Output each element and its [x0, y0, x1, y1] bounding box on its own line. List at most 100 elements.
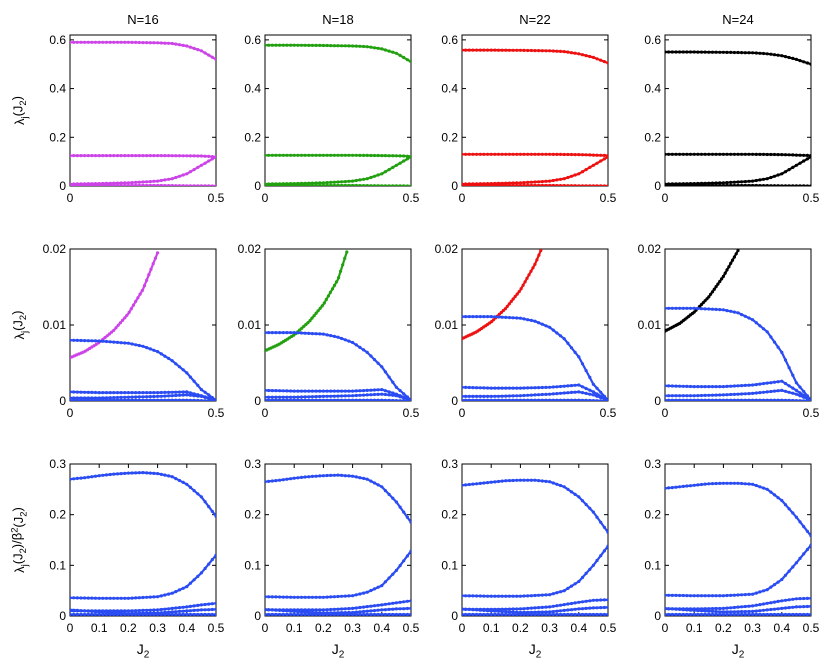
- data-point: [558, 398, 563, 401]
- data-point: [562, 612, 566, 616]
- data-point: [595, 515, 599, 519]
- data-point: [544, 183, 548, 186]
- data-point: [665, 183, 667, 186]
- data-point: [292, 183, 296, 186]
- data-point: [758, 398, 762, 401]
- data-point: [391, 184, 395, 186]
- data-point: [75, 154, 79, 158]
- data-point: [471, 398, 475, 401]
- data-point: [555, 392, 559, 396]
- data-point: [769, 601, 773, 605]
- data-point: [278, 478, 282, 482]
- data-point: [699, 385, 704, 389]
- data-point: [376, 585, 380, 589]
- data-point: [599, 399, 603, 401]
- data-point: [90, 339, 94, 343]
- series-markers-2: [70, 154, 216, 159]
- data-point: [93, 154, 98, 158]
- data-point: [351, 44, 355, 48]
- x-tick-label: 0.5: [403, 406, 420, 420]
- data-point: [765, 398, 769, 401]
- series-markers-2: [462, 152, 608, 158]
- panel-r3-n-24: 00.10.20.30 0.1 0.2 0.3 0.4 0.5J2: [644, 457, 819, 661]
- data-point: [529, 269, 533, 273]
- data-point: [303, 181, 307, 185]
- data-point: [383, 154, 387, 158]
- data-point: [507, 607, 511, 611]
- data-point: [558, 391, 563, 395]
- data-point: [196, 154, 200, 158]
- data-point: [544, 324, 548, 328]
- data-point: [330, 287, 335, 291]
- data-point: [665, 50, 667, 54]
- data-point: [478, 183, 482, 186]
- data-point: [362, 393, 366, 397]
- data-point: [710, 290, 715, 294]
- data-point: [159, 183, 163, 186]
- data-point: [526, 48, 530, 53]
- axes-frame: [461, 463, 609, 617]
- data-point: [515, 316, 519, 320]
- data-point: [548, 385, 552, 389]
- data-point: [747, 609, 751, 614]
- data-point: [310, 183, 314, 186]
- data-point: [398, 612, 402, 616]
- data-point: [699, 482, 704, 487]
- data-point: [489, 612, 493, 616]
- data-point: [776, 599, 780, 604]
- data-point: [467, 398, 471, 401]
- data-point: [332, 394, 336, 398]
- data-point: [383, 608, 387, 612]
- data-point: [163, 612, 167, 616]
- data-point: [533, 152, 537, 156]
- data-point: [499, 310, 503, 314]
- data-point: [667, 50, 671, 54]
- data-point: [332, 183, 336, 186]
- data-point: [405, 154, 409, 158]
- data-point: [310, 389, 314, 393]
- data-point: [274, 331, 278, 335]
- data-point: [511, 398, 515, 401]
- data-point: [79, 183, 83, 186]
- data-point: [743, 314, 747, 318]
- data-point: [794, 57, 799, 62]
- data-point: [332, 612, 336, 616]
- data-point: [464, 607, 468, 611]
- data-point: [394, 500, 398, 504]
- data-point: [362, 612, 366, 616]
- data-point: [606, 605, 608, 609]
- data-point: [174, 175, 178, 180]
- data-point: [383, 48, 387, 52]
- data-point: [167, 607, 171, 611]
- data-point: [566, 184, 570, 186]
- data-point: [274, 153, 278, 157]
- data-point: [167, 184, 171, 186]
- data-point: [599, 520, 603, 524]
- data-point: [391, 496, 395, 500]
- data-point: [692, 608, 696, 613]
- data-point: [354, 183, 358, 186]
- data-point: [394, 163, 398, 167]
- data-point: [126, 183, 130, 186]
- data-point: [707, 307, 711, 311]
- series-markers-1: [462, 48, 608, 65]
- data-point: [780, 612, 784, 616]
- data-point: [504, 48, 508, 52]
- data-point: [721, 274, 726, 278]
- x-tick-label: 0: [459, 621, 466, 635]
- data-point: [181, 480, 185, 484]
- data-point: [86, 390, 90, 394]
- data-point: [329, 612, 333, 616]
- data-point: [265, 480, 267, 484]
- data-point: [685, 384, 689, 388]
- data-point: [747, 316, 751, 320]
- data-point: [540, 610, 544, 614]
- data-point: [332, 153, 336, 157]
- data-point: [519, 287, 523, 291]
- data-point: [75, 338, 79, 342]
- y-tick-label: 0.4: [644, 82, 661, 96]
- data-point: [787, 598, 791, 602]
- data-point: [794, 381, 799, 385]
- data-point: [322, 301, 326, 305]
- data-point: [402, 559, 406, 563]
